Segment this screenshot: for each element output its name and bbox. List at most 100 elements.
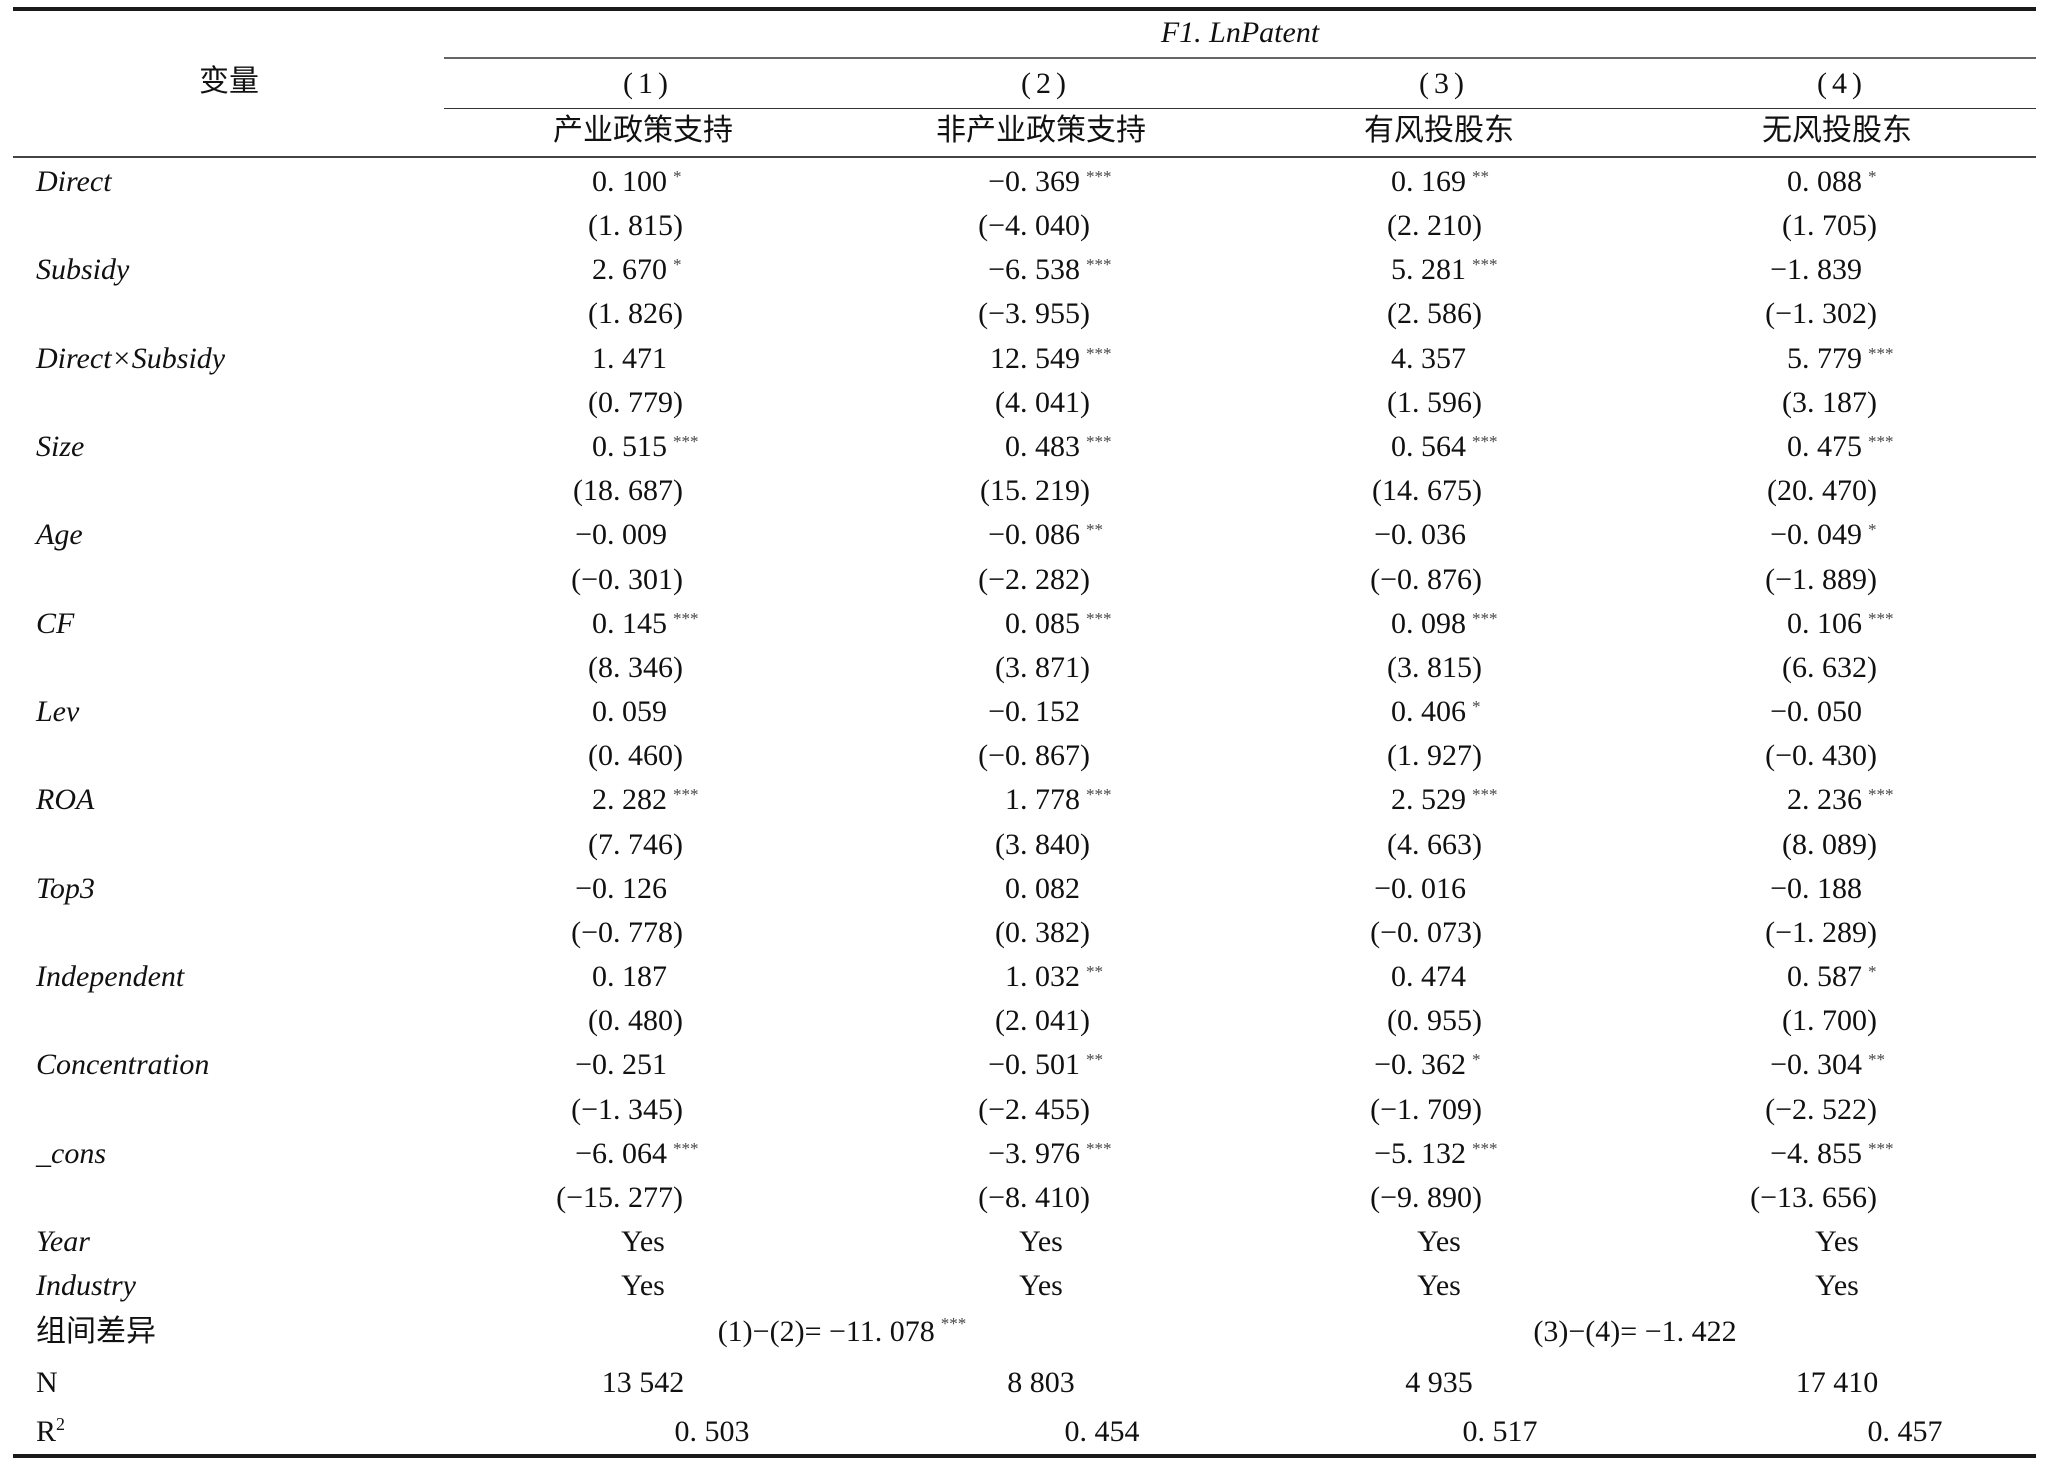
coef-cell: 2. 529 *** bbox=[1166, 778, 1498, 822]
tstat-cell: (3. 187) bbox=[1782, 386, 1877, 419]
control-value: Yes bbox=[1815, 1269, 1859, 1302]
coef-value: 2. 282 bbox=[592, 783, 667, 816]
tstat-cell: (−0. 301) bbox=[571, 563, 683, 596]
tstat-cell: (−1. 889) bbox=[1765, 563, 1877, 596]
coef-cell: 1. 778 *** bbox=[780, 778, 1112, 822]
row-cf-tstat: (8. 346) (3. 871) (3. 815) (6. 632) bbox=[0, 646, 2048, 690]
significance-stars: * bbox=[1868, 962, 1877, 981]
significance-stars: *** bbox=[1868, 1139, 1894, 1158]
observations-value: 17 410 bbox=[1795, 1366, 1879, 1399]
significance-stars: *** bbox=[1868, 785, 1894, 804]
header-column-number-row: (1) (2) (3) (4) bbox=[0, 62, 2048, 106]
coef-value: 0. 483 bbox=[1005, 430, 1080, 463]
tstat-cell: (−3. 955) bbox=[978, 297, 1090, 330]
coef-cell: 0. 098 *** bbox=[1166, 602, 1498, 646]
coef-value: 0. 587 bbox=[1787, 960, 1862, 993]
row-independent-coef: Independent 0. 187 1. 032 ** 0. 474 0. 58… bbox=[0, 955, 2048, 999]
coef-cell: 0. 587 * bbox=[1562, 955, 1877, 999]
coef-value: −4. 855 bbox=[1770, 1137, 1862, 1170]
coef-value: 2. 236 bbox=[1787, 783, 1862, 816]
observations-label: N bbox=[36, 1366, 58, 1399]
coef-value: 0. 475 bbox=[1787, 430, 1862, 463]
tstat-cell: (2. 041) bbox=[995, 1004, 1090, 1037]
variable-label: Concentration bbox=[36, 1048, 210, 1081]
coef-cell: −0. 049 * bbox=[1562, 513, 1876, 557]
coef-cell: −0. 086 ** bbox=[780, 513, 1103, 557]
coef-cell: 4. 357 bbox=[1166, 337, 1466, 381]
coef-cell: 5. 281 *** bbox=[1166, 248, 1498, 292]
coef-value: −6. 064 bbox=[575, 1137, 667, 1170]
r-squared-value: 0. 454 bbox=[1064, 1415, 1140, 1448]
observations-value: 4 935 bbox=[1405, 1366, 1473, 1399]
significance-stars: *** bbox=[1472, 1139, 1498, 1158]
significance-stars: *** bbox=[1086, 167, 1112, 186]
coef-value: −0. 036 bbox=[1374, 518, 1466, 551]
significance-stars: *** bbox=[1086, 1139, 1112, 1158]
coef-value: 5. 281 bbox=[1391, 253, 1466, 286]
coef-cell: −0. 036 bbox=[1166, 513, 1466, 557]
coef-value: 5. 779 bbox=[1787, 342, 1862, 375]
coef-cell: 1. 471 bbox=[367, 337, 667, 381]
coef-value: −0. 304 bbox=[1770, 1048, 1862, 1081]
significance-stars: * bbox=[1472, 1050, 1481, 1069]
coef-cell: 0. 564 *** bbox=[1166, 425, 1498, 469]
tstat-cell: (−0. 867) bbox=[978, 739, 1090, 772]
coef-value: 2. 670 bbox=[592, 253, 667, 286]
column-number: (2) bbox=[1021, 67, 1071, 100]
group-heading: 非产业政策支持 bbox=[936, 113, 1146, 148]
row-size-tstat: (18. 687) (15. 219) (14. 675) (20. 470) bbox=[0, 469, 2048, 513]
tstat-cell: (−8. 410) bbox=[978, 1181, 1090, 1214]
variable-label: CF bbox=[36, 607, 75, 640]
tstat-cell: (18. 687) bbox=[573, 474, 683, 507]
coef-value: −0. 126 bbox=[575, 872, 667, 905]
row-independent-tstat: (0. 480) (2. 041) (0. 955) (1. 700) bbox=[0, 999, 2048, 1043]
significance-stars: ** bbox=[1472, 167, 1489, 186]
coef-value: 1. 471 bbox=[592, 342, 667, 375]
coef-value: −3. 976 bbox=[988, 1137, 1080, 1170]
tstat-cell: (1. 815) bbox=[588, 209, 683, 242]
row-top3-coef: Top3 −0. 126 0. 082 −0. 016 −0. 188 bbox=[0, 867, 2048, 911]
coef-value: −0. 369 bbox=[988, 165, 1080, 198]
control-value: Yes bbox=[621, 1225, 665, 1258]
header-variable-cell: 变量 bbox=[0, 60, 2048, 104]
variable-column-heading: 变量 bbox=[199, 64, 259, 99]
coef-cell: 0. 169 ** bbox=[1166, 160, 1489, 204]
coef-value: −1. 839 bbox=[1770, 253, 1862, 286]
control-value: Yes bbox=[1019, 1269, 1063, 1302]
coef-cell: 0. 085 *** bbox=[780, 602, 1112, 646]
tstat-cell: (−13. 656) bbox=[1750, 1181, 1877, 1214]
significance-stars: *** bbox=[1086, 255, 1112, 274]
tstat-cell: (2. 210) bbox=[1387, 209, 1482, 242]
tstat-cell: (−0. 876) bbox=[1370, 563, 1482, 596]
tstat-cell: (−1. 709) bbox=[1370, 1093, 1482, 1126]
coef-cell: −6. 064 *** bbox=[367, 1132, 698, 1176]
group-difference-right: (3)−(4)= −1. 422 bbox=[1240, 1310, 2036, 1354]
significance-stars: *** bbox=[1472, 255, 1498, 274]
tstat-cell: (0. 382) bbox=[995, 916, 1090, 949]
tstat-cell: (6. 632) bbox=[1782, 651, 1877, 684]
coef-value: 12. 549 bbox=[990, 342, 1080, 375]
coef-cell: 1. 032 ** bbox=[780, 955, 1103, 999]
tstat-cell: (4. 663) bbox=[1387, 828, 1482, 861]
coef-value: −6. 538 bbox=[988, 253, 1080, 286]
dependent-var-rule bbox=[444, 57, 2036, 59]
variable-label: Age bbox=[36, 518, 83, 551]
coef-cell: −0. 304 ** bbox=[1562, 1043, 1885, 1087]
tstat-cell: (−2. 282) bbox=[978, 563, 1090, 596]
coef-value: 0. 059 bbox=[592, 695, 667, 728]
tstat-cell: (2. 586) bbox=[1387, 297, 1482, 330]
coef-value: −0. 016 bbox=[1374, 872, 1466, 905]
row-cons-tstat: (−15. 277) (−8. 410) (−9. 890) (−13. 656… bbox=[0, 1176, 2048, 1220]
coef-cell: 2. 282 *** bbox=[367, 778, 699, 822]
coef-cell: 0. 088 * bbox=[1562, 160, 1877, 204]
top-rule bbox=[13, 7, 2036, 11]
significance-stars: ** bbox=[1086, 962, 1103, 981]
r-squared-label-superscript: 2 bbox=[56, 1414, 66, 1434]
row-lev-tstat: (0. 460) (−0. 867) (1. 927) (−0. 430) bbox=[0, 734, 2048, 778]
coef-value: 0. 169 bbox=[1391, 165, 1466, 198]
significance-stars: * bbox=[1472, 697, 1481, 716]
row-roa-tstat: (7. 746) (3. 840) (4. 663) (8. 089) bbox=[0, 823, 2048, 867]
tstat-cell: (1. 700) bbox=[1782, 1004, 1877, 1037]
header-dependent-row: F1. LnPatent bbox=[0, 11, 2048, 55]
coef-cell: 0. 515 *** bbox=[367, 425, 699, 469]
